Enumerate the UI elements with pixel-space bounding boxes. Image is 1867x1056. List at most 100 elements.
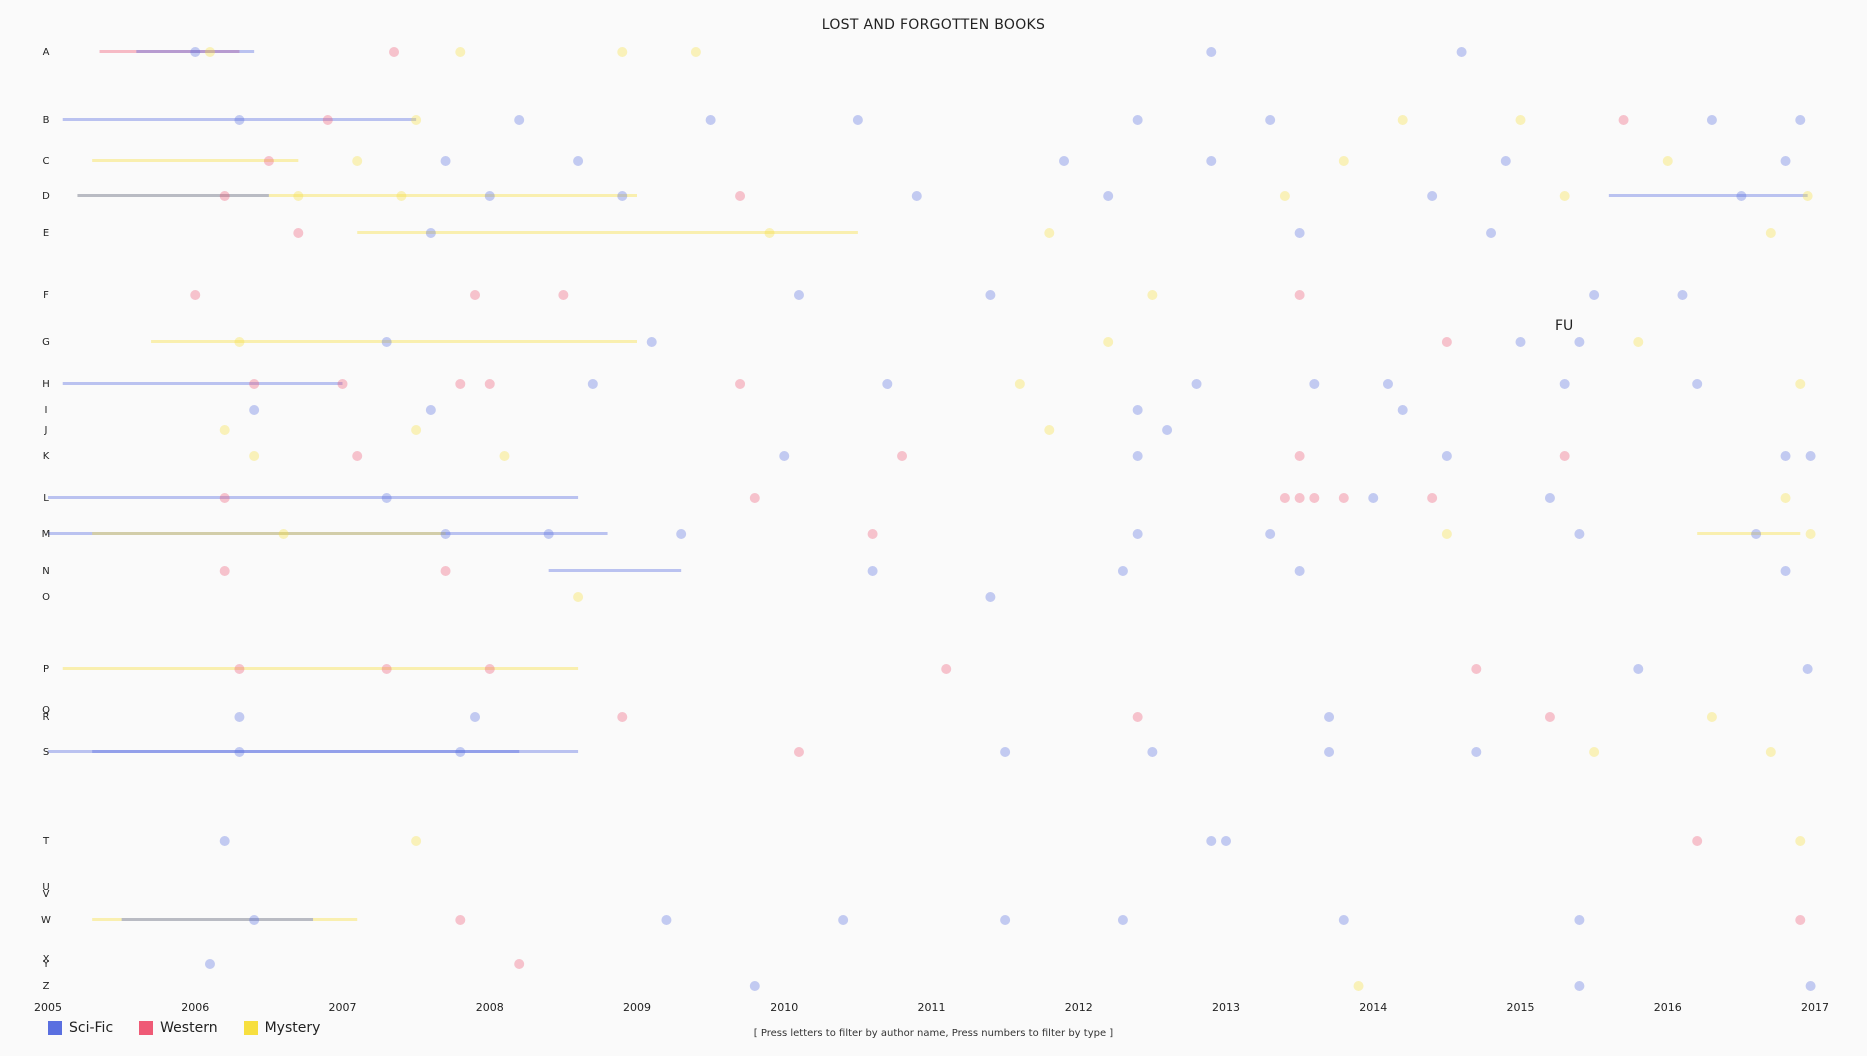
book-point[interactable] xyxy=(1324,747,1335,757)
book-point[interactable] xyxy=(1795,836,1806,846)
book-point[interactable] xyxy=(911,191,922,201)
book-point[interactable] xyxy=(1294,228,1305,238)
book-point[interactable] xyxy=(1309,379,1320,389)
book-point[interactable] xyxy=(381,337,392,347)
book-point[interactable] xyxy=(1515,337,1526,347)
letter-label[interactable]: Z xyxy=(43,981,50,992)
letter-label[interactable]: G xyxy=(42,337,50,348)
book-point[interactable] xyxy=(1338,915,1349,925)
book-point[interactable] xyxy=(1427,191,1438,201)
book-point[interactable] xyxy=(1206,156,1217,166)
book-point[interactable] xyxy=(1132,529,1143,539)
book-point[interactable] xyxy=(985,290,996,300)
book-point[interactable] xyxy=(1515,115,1526,125)
book-point[interactable] xyxy=(1780,493,1791,503)
book-point[interactable] xyxy=(764,228,775,238)
book-point[interactable] xyxy=(352,156,363,166)
book-point[interactable] xyxy=(1559,379,1570,389)
book-point[interactable] xyxy=(234,337,245,347)
book-point[interactable] xyxy=(1441,529,1452,539)
book-point[interactable] xyxy=(514,959,525,969)
book-point[interactable] xyxy=(1574,915,1585,925)
book-point[interactable] xyxy=(322,115,333,125)
book-point[interactable] xyxy=(1706,712,1717,722)
book-point[interactable] xyxy=(219,493,230,503)
book-point[interactable] xyxy=(1397,405,1408,415)
book-point[interactable] xyxy=(249,405,260,415)
book-point[interactable] xyxy=(1751,529,1762,539)
book-point[interactable] xyxy=(249,451,260,461)
book-point[interactable] xyxy=(470,712,481,722)
book-point[interactable] xyxy=(1618,115,1629,125)
book-point[interactable] xyxy=(1294,566,1305,576)
book-point[interactable] xyxy=(1559,451,1570,461)
book-point[interactable] xyxy=(779,451,790,461)
letter-label[interactable]: N xyxy=(42,566,49,577)
book-point[interactable] xyxy=(1706,115,1717,125)
book-point[interactable] xyxy=(1206,836,1217,846)
book-point[interactable] xyxy=(411,115,422,125)
letter-label[interactable]: D xyxy=(42,191,50,202)
book-point[interactable] xyxy=(1338,493,1349,503)
book-point[interactable] xyxy=(484,664,495,674)
book-point[interactable] xyxy=(1353,981,1364,991)
book-point[interactable] xyxy=(249,379,260,389)
book-point[interactable] xyxy=(514,115,525,125)
book-point[interactable] xyxy=(1736,191,1747,201)
book-point[interactable] xyxy=(690,47,701,57)
book-point[interactable] xyxy=(1014,379,1025,389)
legend-item-scifi[interactable]: Sci-Fic xyxy=(48,1020,113,1036)
book-point[interactable] xyxy=(440,156,451,166)
book-point[interactable] xyxy=(617,191,628,201)
letter-label[interactable]: T xyxy=(42,836,50,847)
book-point[interactable] xyxy=(1780,156,1791,166)
book-point[interactable] xyxy=(219,566,230,576)
book-point[interactable] xyxy=(1132,712,1143,722)
letter-label[interactable]: J xyxy=(44,425,48,436)
book-point[interactable] xyxy=(1633,664,1644,674)
book-point[interactable] xyxy=(676,529,687,539)
book-point[interactable] xyxy=(1000,915,1011,925)
book-point[interactable] xyxy=(735,379,746,389)
book-point[interactable] xyxy=(1795,115,1806,125)
book-point[interactable] xyxy=(1338,156,1349,166)
book-point[interactable] xyxy=(263,156,274,166)
book-point[interactable] xyxy=(1765,228,1776,238)
book-point[interactable] xyxy=(1368,493,1379,503)
book-point[interactable] xyxy=(389,47,400,57)
letter-label[interactable]: L xyxy=(43,493,49,504)
book-point[interactable] xyxy=(455,915,466,925)
book-point[interactable] xyxy=(396,191,407,201)
book-point[interactable] xyxy=(573,156,584,166)
book-point[interactable] xyxy=(455,47,466,57)
book-point[interactable] xyxy=(1397,115,1408,125)
book-point[interactable] xyxy=(484,379,495,389)
letter-label[interactable]: K xyxy=(43,451,50,462)
book-point[interactable] xyxy=(219,191,230,201)
book-point[interactable] xyxy=(499,451,510,461)
book-point[interactable] xyxy=(440,566,451,576)
book-point[interactable] xyxy=(852,115,863,125)
book-point[interactable] xyxy=(1805,981,1816,991)
book-point[interactable] xyxy=(1692,836,1703,846)
book-point[interactable] xyxy=(470,290,481,300)
book-point[interactable] xyxy=(1805,451,1816,461)
book-point[interactable] xyxy=(867,529,878,539)
book-point[interactable] xyxy=(293,191,304,201)
book-point[interactable] xyxy=(1456,47,1467,57)
book-point[interactable] xyxy=(1221,836,1231,846)
letter-label[interactable]: P xyxy=(43,664,49,675)
letter-label[interactable]: A xyxy=(43,47,50,58)
book-point[interactable] xyxy=(1544,493,1555,503)
book-point[interactable] xyxy=(190,47,201,57)
book-point[interactable] xyxy=(1441,451,1452,461)
book-point[interactable] xyxy=(1574,529,1585,539)
letter-label[interactable]: U xyxy=(42,882,49,893)
book-point[interactable] xyxy=(1103,337,1114,347)
book-point[interactable] xyxy=(234,115,245,125)
book-point[interactable] xyxy=(219,836,230,846)
book-point[interactable] xyxy=(455,379,466,389)
letter-label[interactable]: I xyxy=(45,405,48,416)
book-point[interactable] xyxy=(234,712,245,722)
letter-label[interactable]: B xyxy=(43,115,50,126)
